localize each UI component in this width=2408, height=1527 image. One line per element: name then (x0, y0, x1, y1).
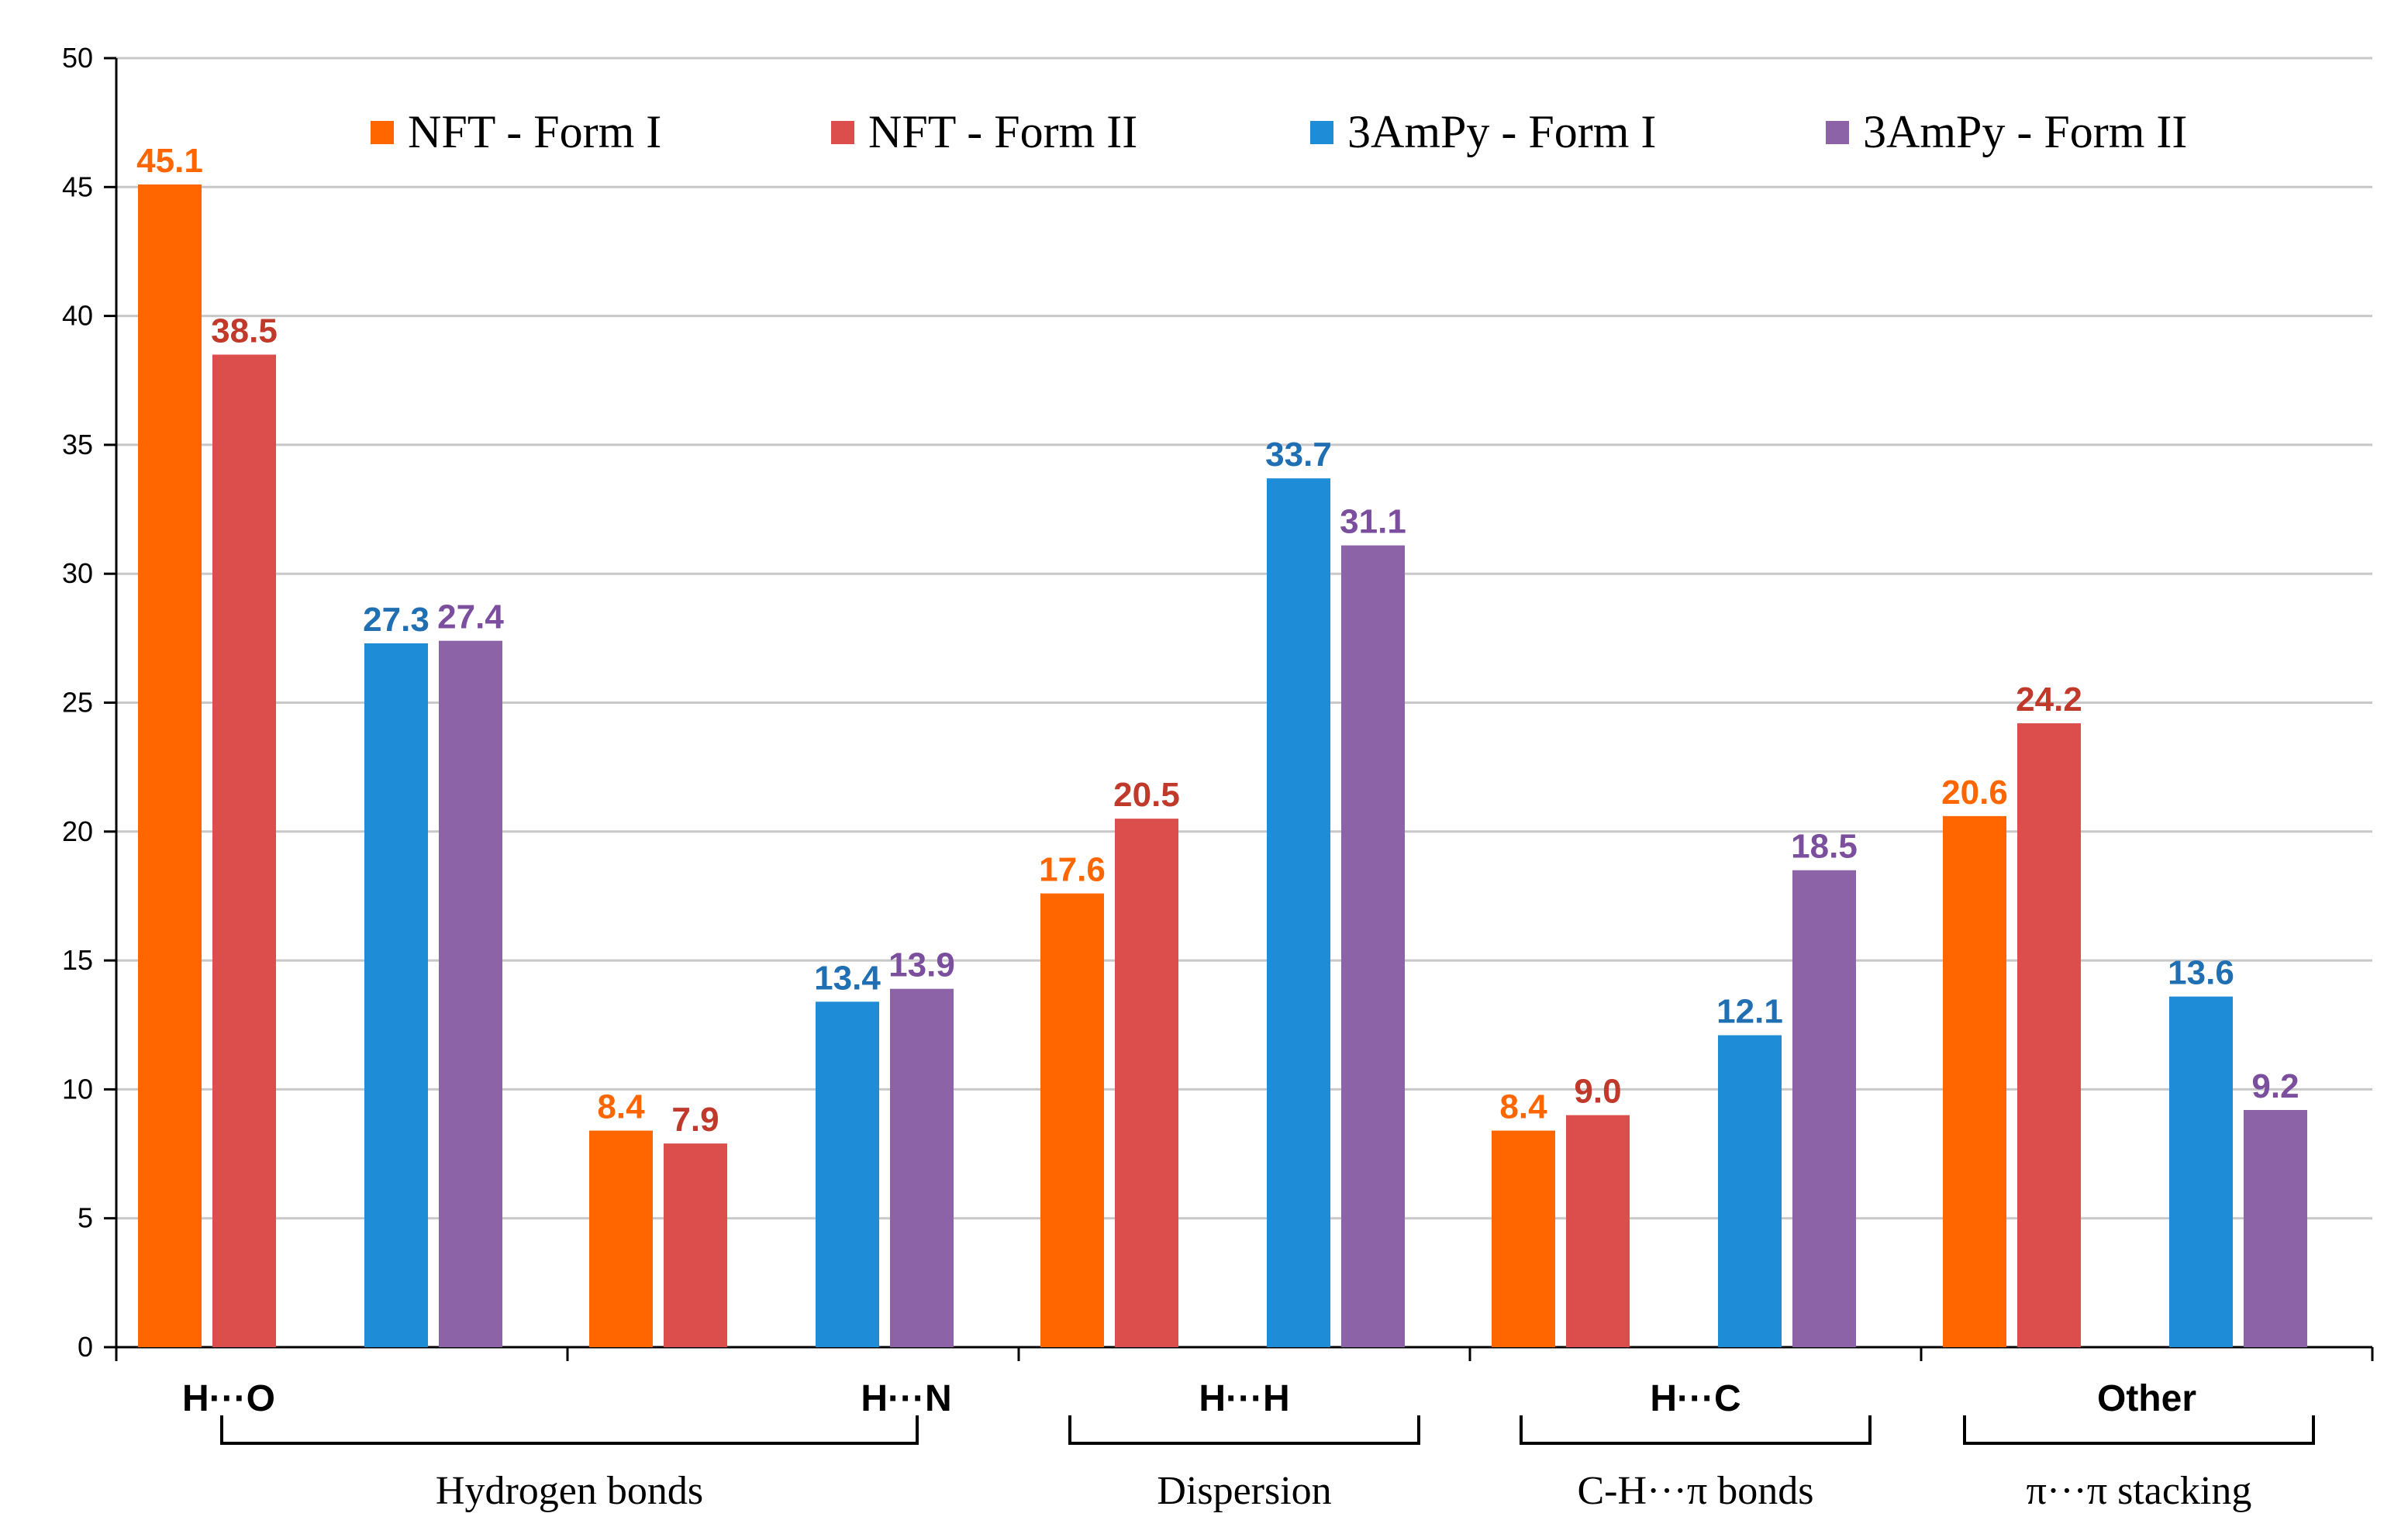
value-label-3-1: 13.9 (888, 946, 955, 984)
bar-1-2 (1115, 819, 1178, 1347)
value-label-0-0: 45.1 (136, 142, 203, 180)
legend-label-0: NFT - Form I (408, 106, 661, 157)
y-tick-label-10: 10 (62, 1073, 93, 1105)
bar-2-2 (1267, 478, 1330, 1348)
y-tick-label-50: 50 (62, 42, 93, 74)
y-tick-label-30: 30 (62, 557, 93, 589)
bar-0-3 (1492, 1130, 1555, 1347)
value-label-2-0: 27.3 (363, 601, 430, 639)
legend-swatch-1 (831, 121, 854, 144)
legend-swatch-3 (1826, 121, 1849, 144)
group-label-1: Dispersion (1157, 1469, 1331, 1513)
bar-3-1 (890, 988, 954, 1347)
bar-2-4 (2169, 996, 2233, 1347)
y-tick-label-35: 35 (62, 429, 93, 460)
y-tick-label-20: 20 (62, 815, 93, 847)
value-label-3-0: 27.4 (437, 598, 504, 636)
category-label-2: H···H (1199, 1378, 1289, 1419)
bar-1-4 (2017, 723, 2081, 1347)
value-label-1-0: 38.5 (211, 312, 278, 350)
bar-1-3 (1566, 1115, 1630, 1347)
bar-2-0 (364, 643, 428, 1347)
value-label-2-2: 33.7 (1265, 436, 1332, 474)
bar-2-3 (1718, 1035, 1782, 1347)
group-bracket-1 (1068, 1415, 1420, 1445)
group-label-0: Hydrogen bonds (436, 1469, 703, 1513)
category-label-4: Other (2097, 1378, 2196, 1419)
bar-1-0 (212, 354, 276, 1347)
bar-0-0 (138, 184, 202, 1347)
y-tick-label-5: 5 (78, 1202, 93, 1234)
y-tick-label-15: 15 (62, 944, 93, 976)
bar-0-2 (1040, 893, 1104, 1347)
legend-label-3: 3AmPy - Form II (1863, 106, 2187, 157)
legend-swatch-2 (1310, 121, 1333, 144)
group-label-2: C-H···π bonds (1578, 1469, 1814, 1513)
group-bracket-3 (1963, 1415, 2315, 1445)
bar-3-2 (1341, 545, 1405, 1347)
legend-label-1: NFT - Form II (868, 106, 1137, 157)
bar-3-4 (2244, 1110, 2307, 1347)
bar-3-0 (439, 640, 502, 1347)
value-label-0-4: 20.6 (1941, 774, 2008, 812)
y-tick-label-40: 40 (62, 300, 93, 332)
group-bracket-0 (220, 1415, 919, 1445)
group-bracket-2 (1520, 1415, 1872, 1445)
bar-3-3 (1792, 870, 1856, 1347)
bar-2-1 (816, 1001, 879, 1347)
value-label-3-2: 31.1 (1340, 503, 1406, 541)
legend-swatch-0 (371, 121, 394, 144)
value-label-2-3: 12.1 (1716, 993, 1783, 1031)
bar-0-4 (1943, 815, 2006, 1347)
legend-label-2: 3AmPy - Form I (1347, 106, 1656, 157)
value-label-1-3: 9.0 (1574, 1073, 1621, 1111)
value-label-1-1: 7.9 (671, 1101, 719, 1139)
y-tick-label-25: 25 (62, 687, 93, 719)
value-label-1-2: 20.5 (1113, 776, 1180, 814)
value-label-1-4: 24.2 (2016, 681, 2082, 719)
category-label-1: H···N (861, 1378, 951, 1419)
category-label-0: H···O (182, 1378, 275, 1419)
value-label-2-1: 13.4 (814, 959, 881, 997)
category-label-3: H···C (1650, 1378, 1740, 1419)
y-tick-label-45: 45 (62, 171, 93, 202)
bar-0-1 (589, 1130, 653, 1347)
value-label-0-1: 8.4 (597, 1088, 645, 1126)
y-tick-label-0: 0 (78, 1331, 93, 1363)
group-label-3: π···π stacking (2027, 1469, 2252, 1513)
value-label-3-4: 9.2 (2251, 1067, 2299, 1105)
value-label-0-3: 8.4 (1499, 1088, 1547, 1126)
value-label-0-2: 17.6 (1039, 851, 1106, 889)
value-label-3-3: 18.5 (1791, 828, 1858, 866)
bar-1-1 (664, 1143, 727, 1347)
value-label-2-4: 13.6 (2168, 954, 2234, 992)
